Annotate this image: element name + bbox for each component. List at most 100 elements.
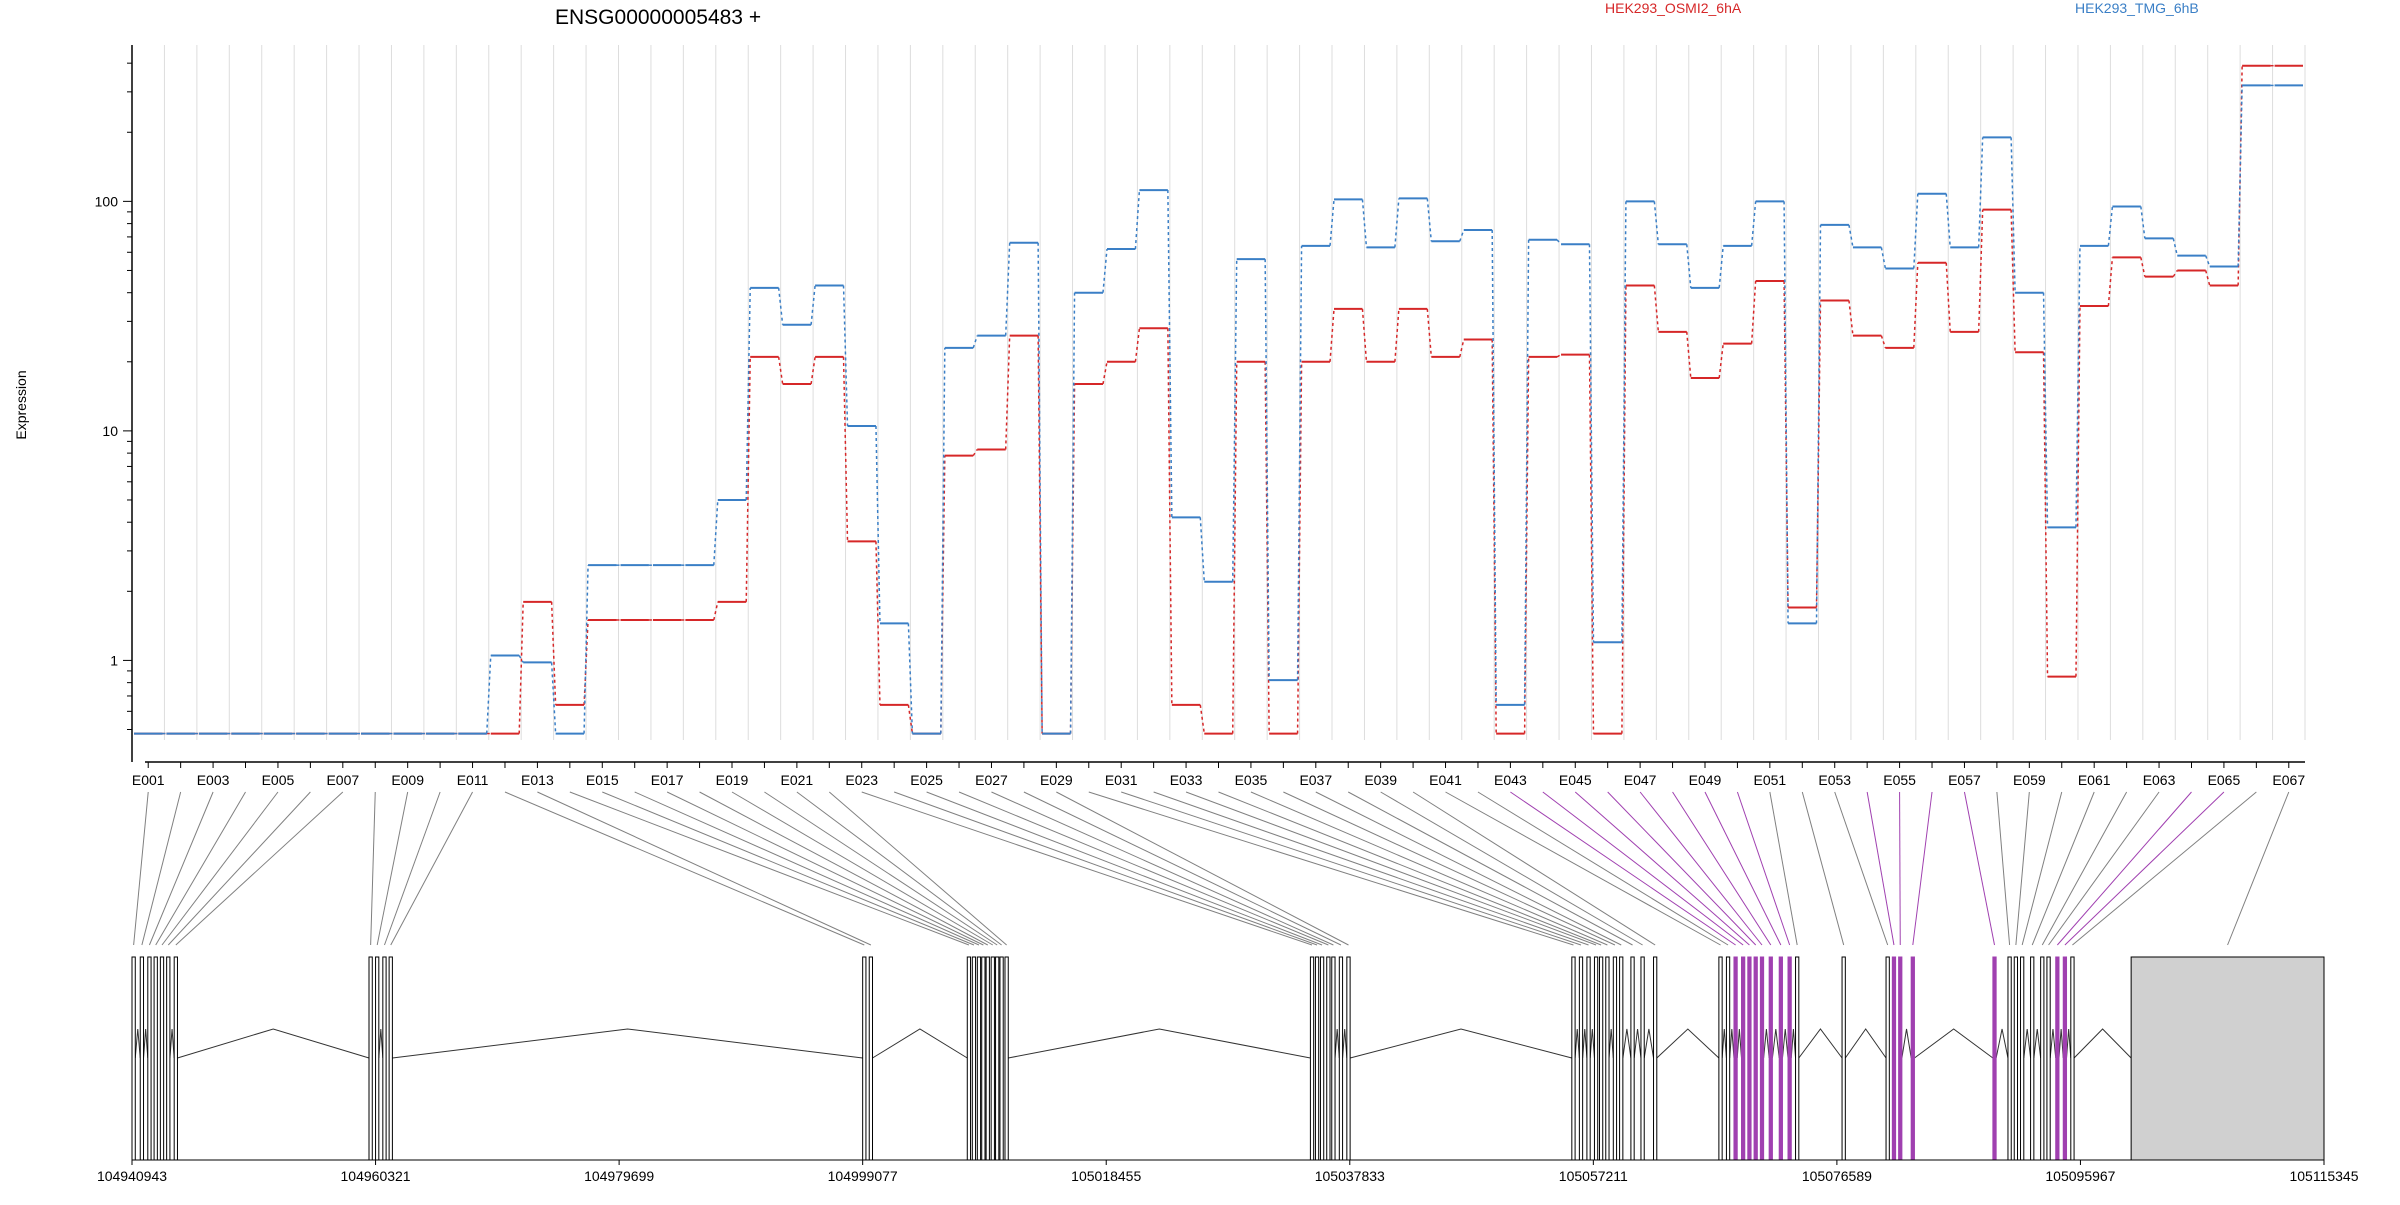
series-connector	[972, 335, 978, 349]
genomic-position-label: 104999077	[828, 1168, 898, 1184]
exon-connector	[2056, 791, 2192, 946]
exon-box	[1759, 956, 1765, 1161]
series-connector	[1686, 331, 1692, 379]
exon-connector	[537, 791, 872, 946]
exon-box	[1586, 956, 1591, 1161]
exon-box	[1741, 956, 1746, 1161]
exon-box	[1605, 956, 1610, 1161]
exon-connector	[2021, 791, 2063, 946]
exon-box	[1898, 956, 1903, 1161]
intron-line	[2033, 1028, 2042, 1059]
intron-line	[169, 1028, 175, 1059]
series-connector	[842, 356, 849, 542]
exon-tick-label: E039	[1364, 772, 1397, 788]
series-connector	[2237, 85, 2243, 267]
exon-connector	[2031, 791, 2095, 946]
exon-connector	[991, 791, 1334, 946]
exon-tick-label: E001	[132, 772, 165, 788]
exon-tick-label: E027	[975, 772, 1008, 788]
intron-line	[1622, 1028, 1632, 1059]
series-connector	[518, 655, 524, 663]
intron-line	[872, 1028, 968, 1059]
series-connector	[1815, 224, 1822, 624]
exon-tick-label: E037	[1299, 772, 1332, 788]
exon-box	[2030, 956, 2035, 1161]
exon-connector	[2041, 791, 2128, 946]
exon-box	[1725, 956, 1731, 1161]
exon-box	[2040, 956, 2045, 1161]
series-connector	[583, 565, 589, 734]
exon-box	[1593, 956, 1599, 1161]
exon-box	[2062, 956, 2068, 1161]
series-connector	[1653, 201, 1660, 245]
exon-connector	[1445, 791, 1721, 946]
exon-box	[1598, 956, 1604, 1161]
exon-connector	[958, 791, 1329, 946]
intron-line	[1781, 1028, 1789, 1059]
exon-connector	[504, 791, 865, 946]
intron-line	[177, 1028, 370, 1059]
exon-connector	[1704, 791, 1782, 946]
exon-box	[1910, 956, 1915, 1161]
series-connector	[1329, 308, 1335, 362]
exon-box	[1630, 956, 1635, 1161]
exon-connector	[894, 791, 1318, 946]
exon-tick-label: E051	[1754, 772, 1787, 788]
exon-box	[368, 956, 373, 1161]
genomic-position-label: 105076589	[1802, 1168, 1872, 1184]
series-connector	[2172, 270, 2178, 278]
exon-connector	[1912, 791, 1933, 946]
series-connector	[1913, 262, 1919, 348]
exon-connector	[1996, 791, 2011, 946]
exon-connector	[699, 791, 988, 946]
exon-box	[1314, 956, 1320, 1161]
exon-box	[2055, 956, 2060, 1161]
exon-connector	[2227, 791, 2290, 946]
intron-line	[143, 1028, 149, 1059]
exon-box	[159, 956, 165, 1161]
exon-connector	[1639, 791, 1763, 946]
exon-box	[1612, 956, 1618, 1161]
series-connector	[745, 287, 751, 500]
exon-connector	[828, 791, 1007, 946]
exon-box	[1004, 956, 1009, 1161]
exon-box	[1787, 956, 1792, 1161]
exon-tick-label: E041	[1429, 772, 1462, 788]
exon-box	[1747, 956, 1752, 1161]
exon-box	[2007, 956, 2012, 1161]
exon-tick-label: E017	[651, 772, 684, 788]
series-connector	[1264, 259, 1270, 681]
exon-tick-label: E009	[391, 772, 424, 788]
intron-line	[1342, 1028, 1348, 1059]
exon-box	[971, 956, 977, 1161]
exon-tick-label: E067	[2272, 772, 2305, 788]
series-connector	[1977, 137, 1984, 248]
exon-connector	[1866, 791, 1895, 946]
y-tick-label: 1	[110, 652, 118, 668]
exon-box	[1653, 956, 1658, 1161]
series-connector	[745, 356, 751, 602]
exon-connector	[1801, 791, 1845, 946]
series-connector	[1880, 335, 1887, 349]
exon-tick-label: E033	[1170, 772, 1203, 788]
series-connector	[1945, 193, 1951, 248]
exon-connector	[2072, 791, 2257, 946]
series-connector	[907, 623, 914, 734]
exon-tick-label: E035	[1235, 772, 1268, 788]
intron-line	[2023, 1028, 2032, 1059]
intron-line	[2049, 1028, 2057, 1059]
exon-connector	[796, 791, 1002, 946]
exon-connector	[383, 791, 441, 946]
intron-line	[1656, 1028, 1720, 1059]
exon-box	[131, 956, 136, 1161]
exon-connector	[1250, 791, 1608, 946]
intron-line	[1589, 1028, 1595, 1059]
series-connector	[777, 287, 784, 325]
series-connector	[1491, 230, 1497, 705]
genomic-position-label: 105115345	[2289, 1168, 2358, 1184]
genomic-position-labels: 104940943 104960321 104979699 104999077 1050…	[97, 1160, 2359, 1184]
exon-box	[999, 956, 1004, 1161]
series-connector	[1394, 308, 1400, 362]
